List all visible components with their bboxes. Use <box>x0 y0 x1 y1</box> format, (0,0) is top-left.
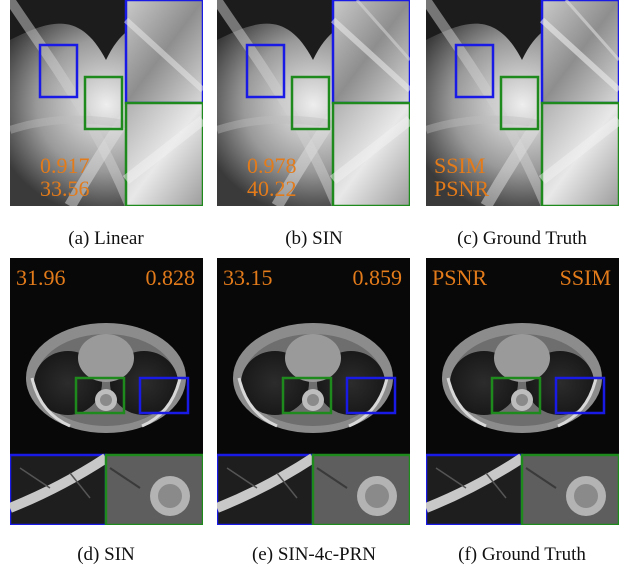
psnr-label: PSNR <box>432 265 488 290</box>
caption-a: (a) Linear <box>68 228 144 249</box>
ssim-value: 0.828 <box>145 265 196 290</box>
caption-b: (b) SIN <box>285 228 343 249</box>
caption-e: (e) SIN-4c-PRN <box>251 544 376 565</box>
sinogram-panel-linear: 0.917 33.56 <box>10 0 203 206</box>
caption-d: (d) SIN <box>77 544 135 565</box>
psnr-value: 40.22 <box>247 176 297 201</box>
ssim-value: 0.917 <box>40 153 90 178</box>
caption-f: (f) Ground Truth <box>458 544 586 565</box>
caption-c: (c) Ground Truth <box>457 228 587 249</box>
ct-image <box>217 258 410 525</box>
sinogram-image <box>217 0 410 206</box>
ssim-value: 0.978 <box>247 153 297 178</box>
sinogram-image <box>426 0 619 206</box>
psnr-value: 33.15 <box>223 265 273 290</box>
ssim-label: SSIM <box>559 265 611 290</box>
ct-image <box>10 258 203 525</box>
sinogram-image <box>10 0 203 206</box>
sinogram-panel-sin: 0.978 40.22 <box>217 0 410 206</box>
ct-panel-sin: 31.96 0.828 <box>10 258 203 525</box>
psnr-label: PSNR <box>434 176 490 201</box>
ssim-label: SSIM <box>434 153 486 178</box>
ct-panel-ground-truth: PSNR SSIM <box>426 258 619 525</box>
ssim-value: 0.859 <box>352 265 403 290</box>
ct-image <box>426 258 619 525</box>
sinogram-panel-ground-truth: SSIM PSNR <box>426 0 619 206</box>
psnr-value: 33.56 <box>40 176 90 201</box>
psnr-value: 31.96 <box>16 265 66 290</box>
ct-panel-sin-4c-prn: 33.15 0.859 <box>217 258 410 525</box>
